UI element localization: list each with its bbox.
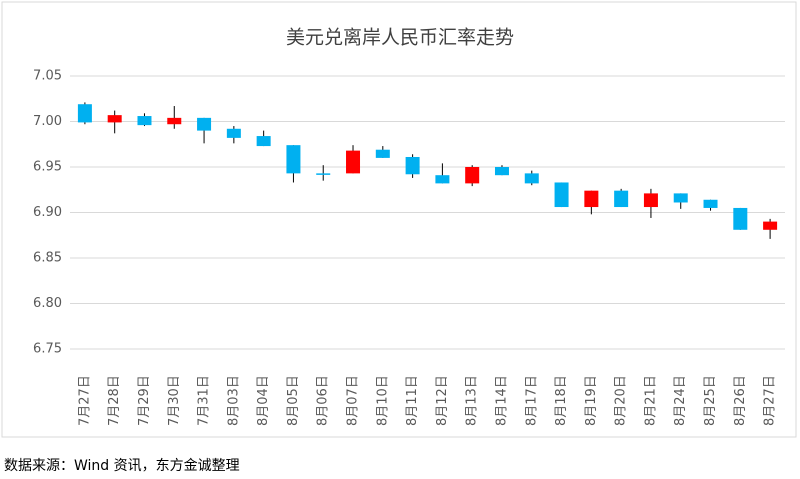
x-tick-label: 8月03日 [226, 375, 241, 426]
x-tick-label: 8月19日 [584, 375, 599, 426]
x-tick-label: 8月07日 [346, 375, 361, 426]
candle-body [643, 193, 658, 208]
x-tick-label: 8月13日 [465, 375, 480, 426]
y-tick-label: 6.90 [33, 205, 62, 220]
candle-body [524, 173, 539, 184]
chart-frame [1, 1, 797, 438]
y-tick-label: 6.95 [33, 160, 62, 175]
x-tick-label: 8月24日 [673, 375, 688, 426]
x-tick-label: 8月11日 [405, 375, 420, 426]
chart-title: 美元兑离岸人民币汇率走势 [286, 27, 514, 49]
x-tick-label: 8月20日 [614, 375, 629, 426]
x-tick-label: 8月04日 [256, 375, 271, 426]
candle-body [226, 128, 241, 138]
x-tick-label: 8月17日 [524, 375, 539, 426]
candle-body [286, 145, 301, 174]
x-tick-label: 7月30日 [167, 375, 182, 426]
candle-body [733, 207, 748, 230]
candle-body [494, 167, 509, 176]
candle-body [77, 104, 92, 123]
candle-body [614, 190, 629, 208]
y-tick-label: 7.05 [33, 69, 62, 84]
x-tick-label: 7月27日 [77, 375, 92, 426]
x-tick-label: 7月29日 [137, 375, 152, 426]
x-tick-label: 8月06日 [316, 375, 331, 426]
candle-body [584, 190, 599, 208]
x-tick-label: 7月31日 [197, 375, 212, 426]
source-note: 数据来源：Wind 资讯，东方金诚整理 [4, 458, 240, 474]
x-tick-label: 8月27日 [763, 375, 778, 426]
x-tick-label: 8月12日 [435, 375, 450, 426]
y-tick-label: 6.85 [33, 251, 62, 266]
candle-body [107, 115, 122, 123]
x-tick-label: 8月26日 [733, 375, 748, 426]
candle-body [197, 117, 212, 131]
y-tick-label: 6.75 [33, 342, 62, 357]
y-tick-label: 7.00 [33, 114, 62, 129]
candle-body [167, 117, 182, 125]
x-tick-label: 8月05日 [286, 375, 301, 426]
x-tick-label: 8月18日 [554, 375, 569, 426]
candle-body [256, 136, 271, 147]
candle-body [673, 193, 688, 203]
x-tick-label: 8月21日 [643, 375, 658, 426]
x-tick-label: 7月28日 [107, 375, 122, 426]
candle-body [703, 199, 718, 208]
candle-body [435, 175, 450, 184]
candle-body [405, 156, 420, 175]
candle-body [465, 167, 480, 184]
candle-body [763, 221, 778, 230]
x-tick-label: 8月10日 [375, 375, 390, 426]
candle-body [316, 173, 331, 175]
y-tick-label: 6.80 [33, 296, 62, 311]
x-tick-label: 8月14日 [494, 375, 509, 426]
candle-body [137, 116, 152, 126]
candle-body [375, 149, 390, 158]
x-tick-label: 8月25日 [703, 375, 718, 426]
candle-body [554, 182, 569, 208]
candle-body [346, 150, 361, 174]
